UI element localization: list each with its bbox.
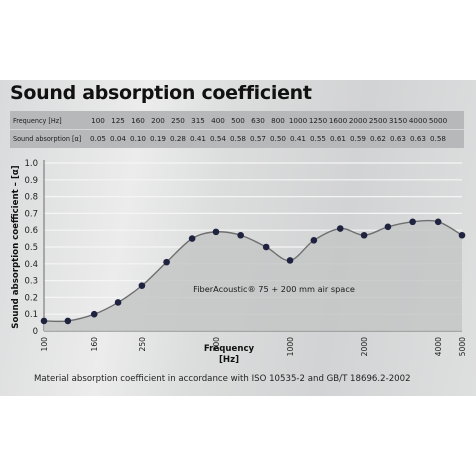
y-tick-label: 0.7	[24, 209, 38, 219]
table-cell-frequency: 630	[251, 116, 265, 125]
y-tick-label: 0.6	[24, 226, 38, 236]
data-point	[286, 257, 294, 264]
table-cell-absorption: 0.28	[169, 134, 187, 143]
data-point	[237, 231, 244, 239]
data-point	[310, 236, 318, 244]
data-point	[138, 282, 146, 289]
table-cell-frequency: 100	[91, 116, 105, 125]
table-cell-frequency: 800	[271, 116, 285, 125]
table-cell-frequency: 125	[111, 116, 125, 125]
data-point	[262, 243, 270, 251]
data-point	[163, 258, 170, 266]
table-row-frequency: Frequency [Hz] 100 125 160 200 250 315 400 500 6…	[10, 113, 464, 129]
table-header-frequency: Frequency [Hz]	[13, 116, 62, 125]
table-cell-absorption: 0.54	[209, 134, 227, 143]
table-cell-frequency: 3150	[388, 116, 408, 125]
table-cell-absorption: 0.63	[409, 134, 427, 143]
table-divider	[10, 129, 464, 130]
table-cell-frequency: 2500	[368, 116, 388, 125]
y-tick-label: 0	[33, 327, 38, 337]
table-cell-frequency: 315	[191, 116, 205, 125]
data-table: Frequency [Hz] 100 125 160 200 250 315 400 500 6…	[10, 111, 464, 148]
table-cell-absorption: 0.04	[109, 134, 127, 143]
y-tick-label: 0.5	[24, 243, 38, 253]
x-tick-label: 160	[90, 337, 99, 352]
table-cell-absorption: 0.58	[429, 134, 447, 143]
y-tick-label: 1.0	[24, 159, 38, 169]
y-tick-label: 0.1	[24, 310, 38, 320]
footnote: Material absorption coefficient in accor…	[34, 374, 411, 384]
table-cell-frequency: 500	[231, 116, 245, 125]
table-header-absorption: Sound absorption [α]	[13, 134, 82, 143]
x-tick-label: 250	[138, 337, 147, 352]
table-cell-frequency: 1000	[288, 116, 308, 125]
series-area	[44, 220, 462, 331]
table-cell-frequency: 4000	[408, 116, 428, 125]
data-point	[458, 231, 466, 239]
data-point	[212, 228, 220, 236]
data-point	[336, 225, 344, 232]
data-point	[434, 218, 442, 226]
data-point	[114, 299, 122, 306]
data-point	[40, 317, 48, 325]
data-point	[360, 231, 368, 239]
table-cell-frequency: 2000	[348, 116, 368, 125]
x-tick-label: 4000	[434, 337, 443, 356]
y-tick-label: 0.4	[24, 260, 38, 270]
table-cell-absorption: 0.50	[269, 134, 287, 143]
y-tick-label: 0.3	[24, 277, 38, 287]
x-tick-label: 1000	[286, 337, 295, 356]
chart-title: Sound absorption coefficient	[10, 82, 312, 104]
table-cell-frequency: 1600	[328, 116, 348, 125]
table-cell-frequency: 1250	[308, 116, 328, 125]
table-cell-frequency: 5000	[428, 116, 448, 125]
table-cell-absorption: 0.55	[309, 134, 327, 143]
table-cell-absorption: 0.62	[369, 134, 387, 143]
table-cell-absorption: 0.41	[289, 134, 307, 143]
table-cell-absorption: 0.41	[189, 134, 207, 143]
x-axis-label: Frequency	[204, 344, 255, 354]
x-tick-label: 5000	[458, 337, 467, 356]
table-cell-frequency: 250	[171, 116, 185, 125]
series-annotation: FiberAcoustic® 75 + 200 mm air space	[193, 284, 355, 294]
x-tick-label: 100	[40, 337, 49, 352]
data-point	[64, 317, 72, 325]
data-point	[188, 235, 196, 242]
table-cell-absorption: 0.63	[389, 134, 407, 143]
table-cell-absorption: 0.59	[349, 134, 367, 143]
table-cell-absorption: 0.57	[249, 134, 267, 143]
x-tick-label: 500	[212, 337, 221, 352]
y-tick-label: 0.2	[24, 293, 38, 303]
table-row-absorption: Sound absorption [α] 0.05 0.04 0.10 0.19 0.2…	[10, 131, 464, 147]
y-tick-label: 0.9	[24, 176, 38, 186]
table-cell-frequency: 160	[131, 116, 145, 125]
data-point	[90, 310, 98, 318]
data-point	[409, 218, 416, 226]
y-axis-label: Sound absorption coefficient – [α]	[11, 165, 21, 329]
table-cell-absorption: 0.58	[229, 134, 247, 143]
y-tick-label: 0.8	[24, 193, 38, 203]
table-cell-frequency: 400	[211, 116, 225, 125]
table-cell-absorption: 0.05	[89, 134, 107, 143]
x-axis-unit: [Hz]	[219, 355, 239, 365]
table-cell-frequency: 200	[151, 116, 165, 125]
table-cell-absorption: 0.10	[129, 134, 147, 143]
table-cell-absorption: 0.19	[149, 134, 167, 143]
table-cell-absorption: 0.61	[329, 134, 347, 143]
data-point	[384, 223, 392, 231]
x-tick-label: 2000	[360, 337, 369, 356]
